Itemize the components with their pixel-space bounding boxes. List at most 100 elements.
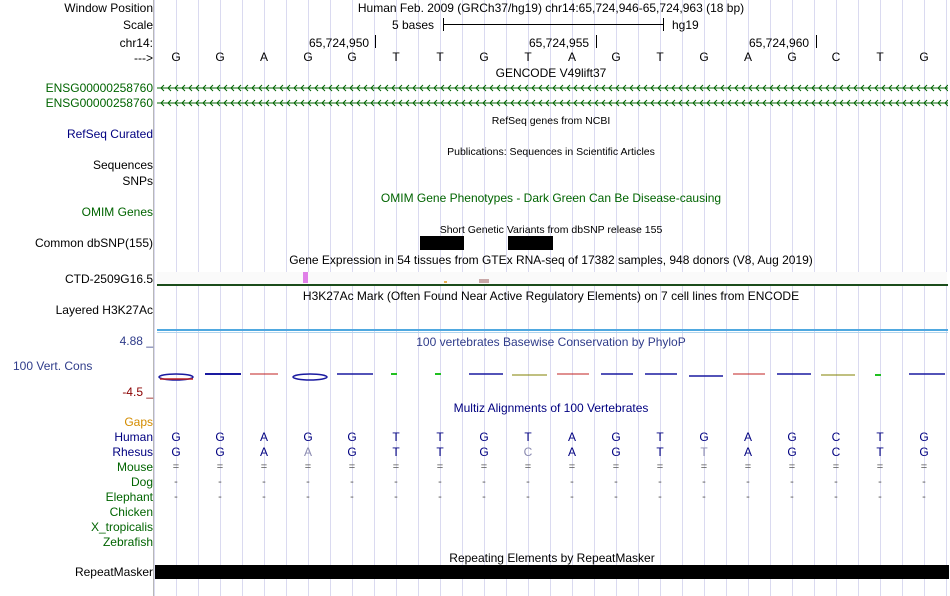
strand-arrow xyxy=(209,84,214,92)
strand-arrow xyxy=(258,99,263,107)
sequences-label[interactable]: Sequences xyxy=(92,158,153,172)
alignment-base: - xyxy=(218,491,222,503)
alignment-base: = xyxy=(788,461,796,473)
h3k27ac-label[interactable]: Layered H3K27Ac xyxy=(55,303,153,317)
strand-arrow xyxy=(643,84,648,92)
species-label-x_tropicalis[interactable]: X_tropicalis xyxy=(90,520,153,534)
strand-arrow xyxy=(370,84,375,92)
strand-arrow xyxy=(174,84,179,92)
alignment-base: = xyxy=(480,461,488,473)
alignment-base: - xyxy=(702,491,706,503)
strand-arrow xyxy=(769,84,774,92)
guide-line xyxy=(286,0,287,596)
strand-arrow xyxy=(314,84,319,92)
gencode-item-label-1[interactable]: ENSG00000258760 xyxy=(45,81,153,95)
gtex-label[interactable]: CTD-2509G16.5 xyxy=(64,272,153,286)
snps-label[interactable]: SNPs xyxy=(122,174,153,188)
strand-arrow xyxy=(671,99,676,107)
repeatmasker-feature[interactable] xyxy=(155,565,949,579)
strand-arrow xyxy=(300,84,305,92)
alignment-base: - xyxy=(878,491,882,503)
strand-arrow xyxy=(412,99,417,107)
strand-arrow xyxy=(405,84,410,92)
alignment-base: - xyxy=(922,491,926,503)
strand-arrow xyxy=(790,99,795,107)
guide-line xyxy=(330,0,331,596)
strand-arrow xyxy=(867,84,872,92)
strand-arrow xyxy=(398,84,403,92)
strand-arrow xyxy=(601,99,606,107)
alignment-base: G xyxy=(479,430,489,444)
sequence-base: T xyxy=(524,50,532,64)
alignment-base: - xyxy=(174,491,178,503)
omim-label[interactable]: OMIM Genes xyxy=(81,205,153,219)
refseq-label[interactable]: RefSeq Curated xyxy=(66,127,153,141)
strand-arrow xyxy=(909,84,914,92)
strand-arrow xyxy=(762,84,767,92)
strand-arrow xyxy=(664,84,669,92)
alignment-base: = xyxy=(172,461,180,473)
refseq-track-title: RefSeq genes from NCBI xyxy=(491,115,611,127)
strand-arrow xyxy=(223,84,228,92)
strand-arrow xyxy=(251,84,256,92)
alignment-base: - xyxy=(570,491,574,503)
strand-arrow xyxy=(713,99,718,107)
strand-arrow xyxy=(636,99,641,107)
species-label-zebrafish[interactable]: Zebrafish xyxy=(102,535,153,549)
gencode-feature-2[interactable] xyxy=(157,96,949,110)
gencode-strand-arrows-2 xyxy=(157,99,949,107)
strand-arrow xyxy=(461,84,466,92)
gencode-feature-1[interactable] xyxy=(157,81,949,95)
dbsnp-variant-1[interactable] xyxy=(420,236,464,250)
strand-arrow xyxy=(510,99,515,107)
species-label-rhesus[interactable]: Rhesus xyxy=(112,445,153,459)
alignment-base: G xyxy=(787,430,797,444)
gtex-expression-bar-small[interactable] xyxy=(479,279,489,283)
gencode-item-label-2[interactable]: ENSG00000258760 xyxy=(45,96,153,110)
sequence-base: A xyxy=(743,50,752,64)
strand-arrow xyxy=(209,99,214,107)
alignment-base: - xyxy=(658,491,662,503)
guide-line xyxy=(528,0,529,596)
gaps-label[interactable]: Gaps xyxy=(124,415,153,429)
strand-arrow xyxy=(426,84,431,92)
strand-arrow xyxy=(664,99,669,107)
phylop-label[interactable]: 100 Vert. Cons xyxy=(13,359,93,373)
guide-line xyxy=(198,0,199,596)
guide-line xyxy=(220,0,221,596)
strand-arrow xyxy=(440,99,445,107)
sequence-base: T xyxy=(876,50,884,64)
strand-arrow xyxy=(860,99,865,107)
dbsnp-variant-2[interactable] xyxy=(508,236,553,250)
strand-arrow xyxy=(678,84,683,92)
alignment-base: = xyxy=(524,461,532,473)
strand-arrow xyxy=(279,99,284,107)
strand-arrow xyxy=(482,99,487,107)
guide-line xyxy=(154,0,155,596)
h3k27ac-track-title: H3K27Ac Mark (Often Found Near Active Re… xyxy=(302,289,800,303)
strand-arrow xyxy=(489,99,494,107)
alignment-base: G xyxy=(479,445,489,459)
species-label-elephant[interactable]: Elephant xyxy=(105,490,153,504)
species-label-mouse[interactable]: Mouse xyxy=(116,460,153,474)
alignment-base: = xyxy=(392,461,400,473)
strand-arrow xyxy=(363,99,368,107)
strand-arrow xyxy=(930,84,935,92)
gencode-strand-arrows-1 xyxy=(157,84,949,92)
alignment-base: - xyxy=(658,476,662,488)
strand-arrow xyxy=(804,99,809,107)
alignment-base: A xyxy=(743,445,752,459)
gtex-expression-bar[interactable] xyxy=(303,272,308,283)
alignment-base: - xyxy=(614,491,618,503)
species-label-dog[interactable]: Dog xyxy=(130,475,153,489)
strand-arrow xyxy=(335,99,340,107)
species-label-chicken[interactable]: Chicken xyxy=(109,505,153,519)
strand-arrow xyxy=(811,84,816,92)
species-label-human[interactable]: Human xyxy=(114,430,153,444)
gtex-expression-bar-tiny[interactable] xyxy=(444,281,447,283)
repeatmasker-label[interactable]: RepeatMasker xyxy=(74,565,153,579)
alignment-base: - xyxy=(306,476,310,488)
dbsnp-label[interactable]: Common dbSNP(155) xyxy=(34,236,153,250)
strand-arrow xyxy=(468,99,473,107)
strand-arrow xyxy=(944,84,949,92)
